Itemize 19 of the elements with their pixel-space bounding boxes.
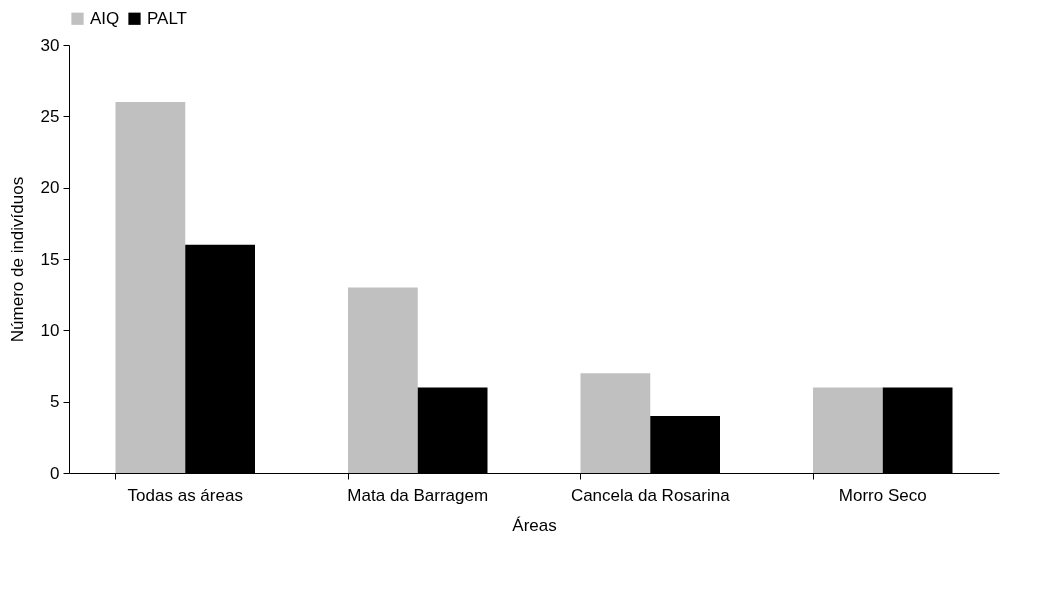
x-tick-label: Todas as áreas <box>127 485 243 505</box>
y-axis-title: Número de indivíduos <box>7 176 27 343</box>
y-tick-label: 5 <box>50 392 60 412</box>
legend-label: AIQ <box>90 8 120 28</box>
bar <box>115 102 186 473</box>
x-tick-label: Cancela da Rosarina <box>570 485 731 505</box>
bar <box>813 387 883 473</box>
y-tick-label: 0 <box>50 463 60 483</box>
y-tick-label: 15 <box>40 249 60 269</box>
y-tick-label: 10 <box>40 320 60 340</box>
x-tick-label: Morro Seco <box>838 485 927 505</box>
x-tick-label: Mata da Barragem <box>347 485 489 505</box>
y-tick-label: 25 <box>40 106 60 126</box>
bar <box>580 373 651 473</box>
y-tick-label: 30 <box>40 35 60 55</box>
x-axis-title: Áreas <box>512 515 557 535</box>
y-tick-label: 20 <box>40 178 60 198</box>
legend-label: PALT <box>147 8 187 28</box>
bar <box>348 287 418 473</box>
